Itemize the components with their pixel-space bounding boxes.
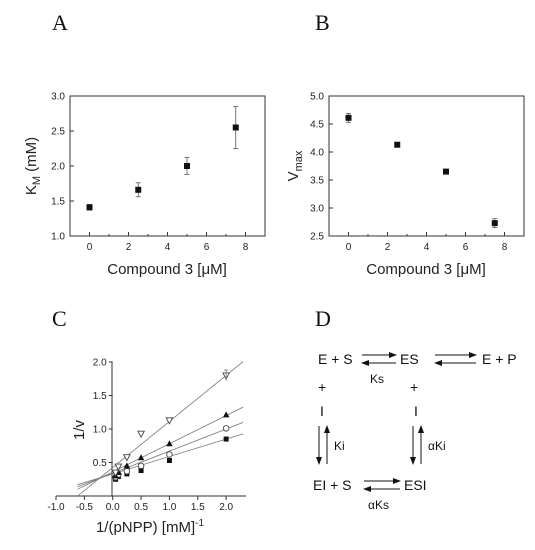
x-tick-label: 2 — [385, 242, 391, 253]
data-point-square — [166, 457, 172, 463]
reaction-scheme: E + S ES E + P Ks + + I I Ki αKi EI + S … — [313, 351, 517, 512]
x-tick-label: -0.5 — [76, 502, 94, 513]
scheme-esi: ESI — [404, 477, 427, 493]
data-point-circle — [222, 425, 230, 432]
data-point-circle — [123, 467, 131, 475]
data-point — [232, 124, 239, 131]
panel-letter-d: D — [315, 306, 331, 331]
x-tick-label: 0.5 — [134, 502, 148, 513]
x-tick-label: 4 — [424, 242, 430, 253]
data-point-circle — [166, 451, 173, 458]
data-point — [86, 204, 93, 211]
x-tick-label: 2 — [126, 242, 132, 253]
fit-line — [77, 361, 244, 497]
data-point — [394, 141, 401, 148]
x-tick-label: 4 — [165, 242, 171, 253]
data-point-triangle — [137, 454, 145, 461]
data-point — [491, 220, 498, 227]
y-tick-label: 1.0 — [93, 425, 107, 436]
panel-letter-b: B — [315, 10, 330, 35]
data-point-triangle-down — [165, 417, 174, 425]
y-tick-label: 2.5 — [51, 127, 65, 138]
panel-c-ylabel: 1/v — [71, 419, 88, 440]
y-tick-label: 3.5 — [310, 176, 324, 187]
panel-a-ylabel: KM (mM) — [23, 137, 43, 195]
data-point — [135, 186, 142, 193]
x-tick-label: 6 — [204, 242, 210, 253]
x-tick-label: 0 — [346, 242, 352, 253]
scheme-i-right: I — [414, 403, 418, 419]
panel-b-frame — [328, 95, 525, 237]
y-tick-label: 3.0 — [51, 92, 65, 103]
y-tick-label: 3.0 — [310, 204, 324, 215]
scheme-ks: Ks — [370, 372, 384, 386]
data-point-triangle-down — [122, 454, 131, 462]
panel-b-xlabel: Compound 3 [μM] — [366, 261, 486, 278]
y-tick-label: 0.5 — [93, 458, 107, 469]
panel-c-xlabel: 1/(pNPP) [mM]-1 — [96, 518, 205, 536]
panel-a-xlabel: Compound 3 [μM] — [107, 261, 227, 278]
scheme-plus-right: + — [410, 379, 418, 395]
y-tick-label: 1.0 — [51, 232, 65, 243]
scheme-e-plus-s: E + S — [318, 351, 353, 367]
y-tick-label: 2.0 — [93, 358, 107, 369]
x-tick-label: 0 — [87, 242, 93, 253]
scheme-ei-plus-s: EI + S — [313, 477, 352, 493]
x-tick-label: 8 — [243, 242, 249, 253]
data-point-triangle — [123, 462, 131, 469]
scheme-es: ES — [400, 351, 419, 367]
scheme-e-plus-p: E + P — [482, 351, 517, 367]
data-point-square — [223, 436, 229, 442]
y-tick-label: 4.5 — [310, 120, 324, 131]
data-point-triangle-down — [114, 463, 123, 471]
fit-line — [77, 406, 244, 490]
panel-letter-c: C — [52, 306, 67, 331]
data-point-triangle — [222, 411, 230, 418]
x-tick-label: 8 — [502, 242, 508, 253]
y-tick-label: 2.5 — [310, 232, 324, 243]
data-point-circle — [137, 462, 145, 470]
scheme-alpha-ks: αKs — [368, 498, 389, 512]
y-tick-label: 2.0 — [51, 162, 65, 173]
y-tick-label: 1.5 — [51, 197, 65, 208]
data-point — [345, 114, 352, 121]
x-tick-label: -1.0 — [47, 502, 65, 513]
x-tick-label: 6 — [463, 242, 469, 253]
x-tick-label: 0.0 — [106, 502, 120, 513]
data-point-triangle-down — [137, 430, 146, 439]
y-tick-label: 1.5 — [93, 391, 107, 402]
panel-letter-a: A — [52, 10, 68, 35]
scheme-plus-left: + — [318, 379, 326, 395]
panel-b-chart: Vmax Compound 3 [μM] 0 2 4 6 8 2.5 3.0 3.5 4.0 4.… — [285, 92, 525, 278]
data-point-triangle-down — [111, 469, 120, 478]
scheme-ki: Ki — [334, 439, 345, 453]
data-point — [184, 163, 190, 169]
panel-b-ylabel: Vmax — [285, 150, 305, 181]
x-tick-label: 1.0 — [162, 502, 176, 513]
y-tick-label: 5.0 — [310, 92, 324, 103]
data-point-square — [138, 468, 144, 474]
data-point-triangle — [166, 440, 173, 447]
y-tick-label: 4.0 — [310, 148, 324, 159]
panel-a-chart: KM (mM) Compound 3 [μM] 0 2 4 6 8 1.0 1.5 2.0 2.… — [23, 92, 266, 278]
scheme-alpha-ki: αKi — [428, 439, 446, 453]
panel-c-chart: 1/v 1/(pNPP) [mM]-1 -1.0 -0.5 0.0 0.5 1.0 1.5… — [47, 358, 246, 536]
fit-line — [77, 421, 244, 488]
scheme-i-left: I — [320, 403, 324, 419]
x-tick-label: 1.5 — [191, 502, 205, 513]
data-point — [443, 168, 449, 175]
x-tick-label: 2.0 — [219, 502, 233, 513]
